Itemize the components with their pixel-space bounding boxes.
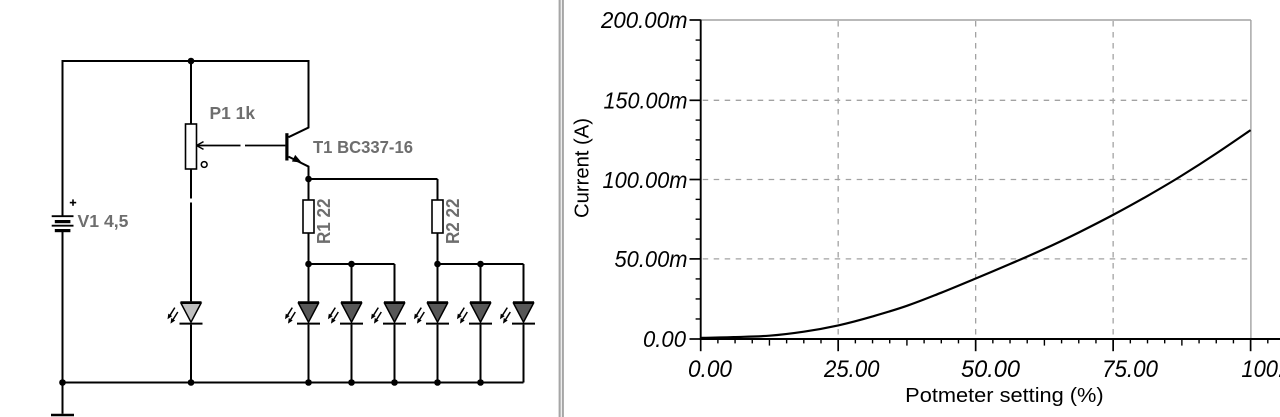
svg-text:R2 22: R2 22 [443, 199, 463, 245]
svg-text:150.00m: 150.00m [604, 88, 688, 114]
svg-text:25.00: 25.00 [823, 356, 880, 383]
svg-text:100.00: 100.00 [1241, 356, 1280, 383]
svg-text:Current (A): Current (A) [572, 118, 594, 218]
svg-text:200.00m: 200.00m [600, 7, 687, 33]
svg-text:0.00: 0.00 [688, 356, 733, 383]
svg-text:50.00: 50.00 [961, 356, 1021, 383]
svg-text:75.00: 75.00 [1102, 356, 1159, 383]
svg-text:50.00m: 50.00m [615, 246, 688, 272]
svg-text:R1 22: R1 22 [314, 199, 334, 245]
svg-text:P1 1k: P1 1k [210, 103, 256, 123]
svg-text:0.00: 0.00 [643, 326, 686, 352]
svg-text:100.00m: 100.00m [603, 167, 688, 193]
svg-text:Potmeter setting (%): Potmeter setting (%) [905, 385, 1103, 407]
svg-text:V1 4,5: V1 4,5 [78, 211, 129, 231]
svg-text:T1 BC337-16: T1 BC337-16 [313, 137, 413, 157]
